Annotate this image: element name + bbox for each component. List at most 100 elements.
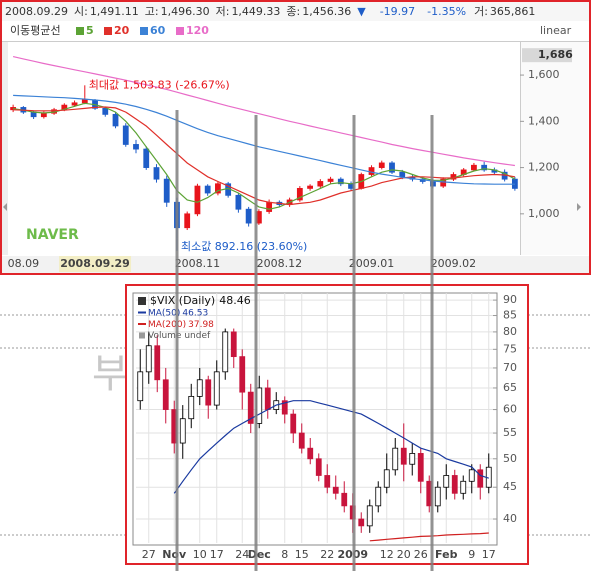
candle-body [409, 453, 416, 465]
header-label: 저: [216, 5, 230, 18]
x-tick-label: 2009.02 [431, 257, 477, 270]
header-label: 종: [286, 5, 300, 18]
candle-body [341, 492, 348, 507]
legend-label: 5 [86, 24, 94, 37]
candle-body [290, 413, 297, 434]
y-tick-label: 80 [503, 325, 517, 338]
candle-body [332, 486, 339, 494]
candle-body [163, 178, 170, 203]
scroll-left[interactable] [2, 42, 8, 255]
candle-body [184, 213, 191, 229]
legend-name: MA(50) [148, 308, 180, 318]
kospi-chart: 2008.09.29 시: 1,491.11 고: 1,496.30 저: 1,449.33… [0, 0, 591, 275]
y-tick-label: 1,000 [528, 207, 560, 220]
candle-body [188, 395, 195, 420]
candle-body [307, 185, 313, 189]
candle-body [230, 331, 237, 358]
x-tick-label: 2008.09.29 [60, 257, 130, 270]
candle-body [266, 201, 273, 212]
y-tick-label: 40 [503, 512, 517, 525]
candle-body [378, 162, 385, 168]
y-tick-label: 60 [503, 403, 517, 416]
x-tick-label: 10 [193, 548, 207, 561]
candle-body [296, 187, 303, 201]
candle-body [307, 447, 314, 460]
candle-body [434, 486, 441, 507]
header-volume-label: 거: [474, 5, 488, 18]
candle-body [122, 125, 129, 145]
candle-body [235, 194, 242, 210]
header-bar [2, 2, 589, 21]
candle-body [327, 178, 334, 182]
x-tick-label: 8 [281, 548, 288, 561]
header-volume: 365,861 [490, 5, 536, 18]
legend-swatch [176, 27, 184, 35]
candle-body [392, 447, 399, 471]
candle-body [215, 183, 221, 194]
candle-body [375, 486, 382, 507]
annotation: 최소값 892.16 (23.60%) [181, 240, 307, 253]
x-tick-label: Dec [248, 548, 271, 561]
y-tick-label: 75 [503, 342, 517, 355]
x-tick-label: 2008.12 [257, 257, 303, 270]
legend-label: 20 [114, 24, 130, 37]
candle-body [324, 475, 331, 488]
candle-body [137, 371, 144, 402]
candle-body [417, 453, 424, 482]
legend-entry: MA(50) 46.53 [148, 308, 208, 318]
candle-body [81, 98, 88, 104]
x-tick-label: 22 [320, 548, 334, 561]
candle-body [264, 387, 271, 410]
candle-body [298, 432, 305, 449]
candle-body [317, 181, 324, 187]
y-tick-label: 1,400 [528, 114, 560, 127]
candle-body [205, 379, 212, 406]
overlay-lines [175, 110, 434, 571]
annotation: 최대값 1,503.83 (-26.67%) [89, 78, 230, 91]
candle-body [468, 469, 475, 482]
candle-body [162, 379, 169, 410]
legend-title: 이동평균선 [10, 24, 61, 37]
legend-name: $VIX (Daily) [150, 294, 215, 307]
candle-body [213, 371, 220, 406]
scroll-left-arrow[interactable] [3, 203, 7, 211]
x-tick-label: 24 [235, 548, 249, 561]
x-tick-label: 9 [468, 548, 475, 561]
candle-body [204, 185, 211, 194]
candle-body [383, 469, 390, 488]
x-tick-label: 08.09 [8, 257, 40, 270]
scale-label: linear [540, 24, 572, 37]
ma-line [369, 532, 489, 542]
header-label: 고: [145, 5, 159, 18]
x-tick-label: Nov [162, 548, 187, 561]
x-tick-label: 15 [295, 548, 309, 561]
x-label-highlight [59, 256, 132, 272]
candle-body [281, 400, 288, 415]
candle-body [143, 148, 150, 168]
candle-body [245, 208, 252, 224]
scroll-right-arrow[interactable] [577, 203, 581, 211]
legend-entry: $VIX (Daily) 48.46 [150, 294, 251, 307]
candle-body [481, 164, 488, 171]
x-tick-label: 17 [482, 548, 496, 561]
candle-body [194, 185, 201, 215]
candle-body [400, 447, 407, 465]
y-tick-label: 1,200 [528, 161, 560, 174]
candle-body [471, 164, 477, 171]
candle-body [102, 107, 109, 115]
candle-body [477, 469, 484, 488]
x-tick-label: 17 [210, 548, 224, 561]
candle-body [153, 167, 160, 180]
legend-swatch [76, 27, 84, 35]
legend-swatch [104, 27, 112, 35]
current-value-label: 1,686 [538, 48, 573, 61]
candle-body [40, 112, 47, 118]
candle-body [179, 418, 186, 444]
candle-body [366, 505, 373, 527]
x-axis-bg [2, 256, 589, 273]
candle-body [247, 391, 254, 424]
candle-body [389, 162, 395, 173]
header-arrow: ▼ [357, 5, 366, 18]
header-change-pct: -1.35% [427, 5, 466, 18]
